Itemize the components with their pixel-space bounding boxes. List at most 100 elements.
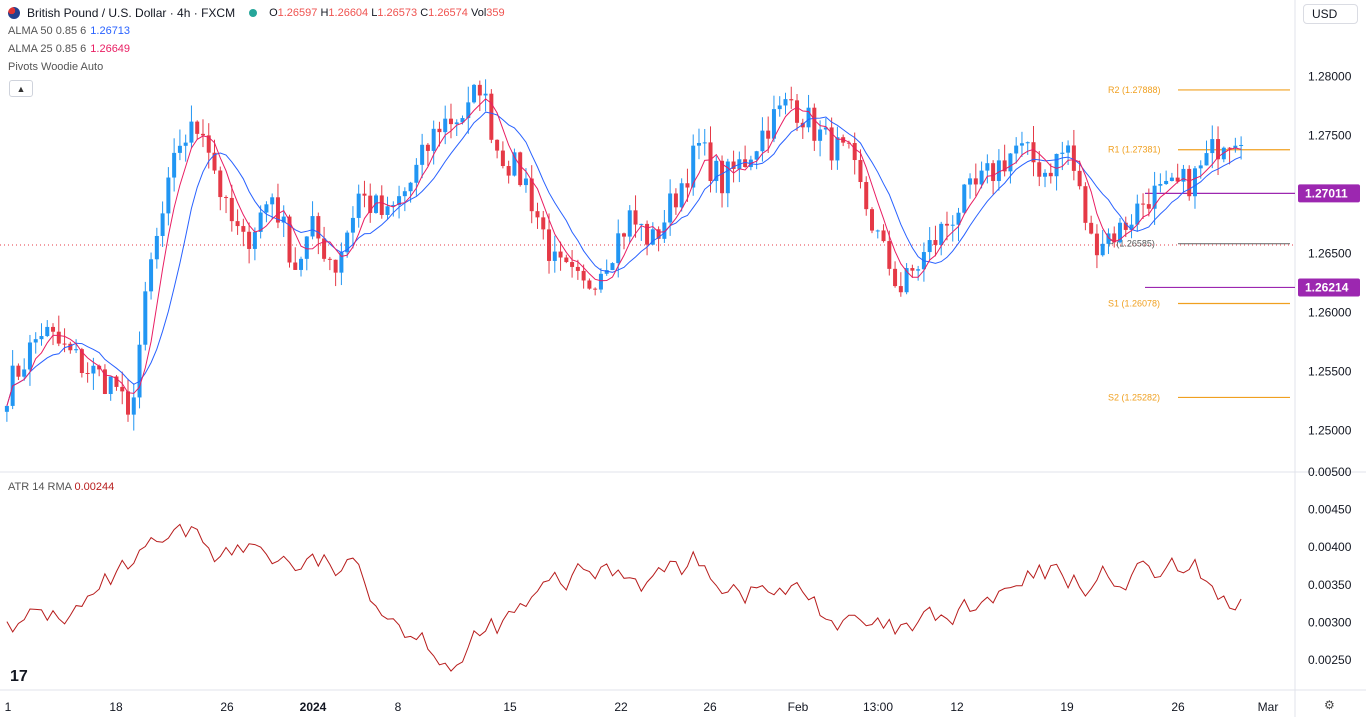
tradingview-logo-icon[interactable]: 17 [10,668,28,685]
time-tick-label: 26 [703,700,717,714]
candle-body [1227,147,1232,149]
time-tick-label: 12 [950,700,964,714]
price-axis[interactable]: 1.285001.280001.275001.270001.265001.260… [1298,11,1360,438]
candle-body [939,223,944,245]
indicator-alma50[interactable]: ALMA 50 0.85 6 1.26713 [8,25,131,37]
candle-body [56,331,61,344]
candle-body [264,204,269,213]
candle-body [350,217,355,233]
candle-body [258,212,263,232]
settings-gear-icon[interactable]: ⚙ [1324,698,1335,712]
candle-body [783,99,788,106]
candle-body [754,151,759,160]
candle-body [523,178,528,186]
candle-body [991,163,996,182]
time-tick-label: 26 [1171,700,1185,714]
time-tick-label: Mar [1258,700,1279,714]
candle-body [385,206,390,215]
candle-body [598,273,603,290]
time-tick-label: 8 [395,700,402,714]
candle-body [189,121,194,143]
atr-legend[interactable]: ATR 14 RMA 0.00244 [8,480,114,494]
candle-body [760,130,765,152]
price-tick-label: 1.25000 [1308,424,1352,438]
atr-tick-label: 0.00300 [1308,615,1352,629]
high-value: 1.26604 [328,7,369,19]
candle-body [1239,144,1244,146]
candle-body [795,100,800,123]
candle-body [916,269,921,271]
candle-body [500,150,505,167]
candle-body [1060,152,1065,154]
price-tick-label: 1.28000 [1308,70,1352,84]
candle-body [374,195,378,213]
candle-body [275,197,280,223]
candle-body [668,193,673,223]
time-tick-label: 19 [1060,700,1074,714]
price-level-tag-label: 1.26214 [1305,280,1349,294]
candle-body [74,349,79,351]
candle-body [1175,177,1180,182]
indicator-alma25[interactable]: ALMA 25 0.85 6 1.26649 [8,43,131,55]
candle-body [408,182,413,192]
candle-body [1158,184,1163,186]
candle-body [818,129,823,141]
candle-body [431,128,436,151]
candle-body [1071,145,1076,171]
candle-body [1083,186,1088,223]
candle-body [1210,139,1215,154]
candle-body [1135,203,1140,225]
candle-body [102,369,107,394]
candle-body [973,178,978,185]
candle-body [120,386,125,392]
candle-body [1077,170,1082,187]
atr-pane: 0.00500 0.00450 0.00400 0.00350 0.00300 0.002… [6,465,1352,672]
time-tick-label: 13:00 [863,700,893,714]
atr-value: 0.00244 [74,481,115,493]
candle-body [27,342,32,370]
candle-body [743,159,748,168]
symbol-title[interactable]: British Pound / U.S. Dollar · 4h · FXCM [27,6,236,20]
candle-body [108,376,113,394]
candle-body [714,160,719,182]
candle-body [823,127,828,130]
candle-body [962,184,967,213]
collapse-legend-button[interactable]: ▲ [9,80,33,97]
candle-body [904,268,909,293]
candle-body [483,93,488,96]
candle-body [846,142,851,144]
candle-body [1192,168,1197,197]
candle-body [345,232,350,253]
candle-body [777,105,782,110]
currency-button[interactable]: USD [1303,4,1358,24]
price-level-tag [1298,278,1360,297]
candle-body [229,197,234,222]
candle-body [79,349,84,373]
candle-body [143,291,148,345]
time-axis[interactable]: 1 18 26 2024 8 15 22 26 Feb 13:00 12 19 26 Mar [5,700,1279,714]
candle-body [287,216,292,263]
pivot-label: P (1.26585) [1108,239,1155,249]
candle-body [310,216,315,237]
candle-body [131,397,136,415]
candle-body [316,216,321,239]
time-tick-label: 2024 [300,700,327,714]
candle-body [402,191,407,197]
candle-body [662,222,667,239]
candle-body [327,258,332,260]
candle-body [1089,222,1094,234]
candle-body [622,233,626,237]
candle-body [593,288,598,290]
candle-body [16,365,21,377]
atr-tick-label: 0.00350 [1308,578,1352,592]
candle-body [633,210,638,225]
candle-body [425,144,430,151]
candle-body [575,266,580,271]
candle-body [829,127,834,161]
market-status-icon [249,9,258,17]
candle-body [154,235,159,260]
indicator-pivots[interactable]: Pivots Woodie Auto [8,61,104,73]
candle-body [1129,224,1134,230]
